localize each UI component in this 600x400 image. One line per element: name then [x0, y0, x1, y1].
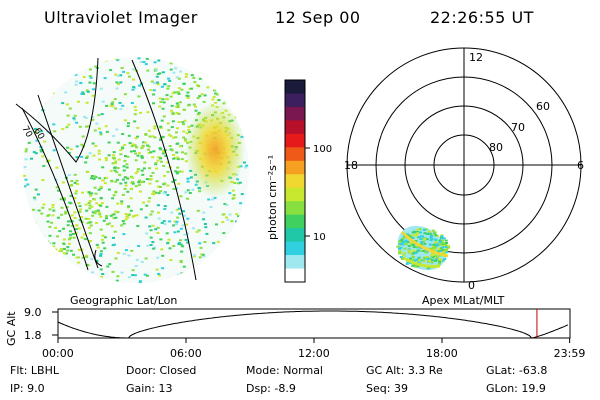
date-label: 12 Sep 00 [275, 8, 361, 27]
alt-tick-9: 9.0 [24, 306, 42, 319]
colorbar-swatch [285, 268, 305, 283]
status-gain: Gain: 13 [126, 382, 173, 395]
colorbar-swatch [285, 228, 305, 243]
status-glat: GLat: -63.8 [486, 364, 548, 377]
status-filter: Flt: LBHL [10, 364, 59, 377]
colorbar-swatch [285, 106, 305, 121]
status-glon: GLon: 19.9 [486, 382, 546, 395]
colorbar-swatch [285, 80, 305, 94]
colorbar-swatch [285, 93, 305, 108]
dayglow-region [185, 102, 245, 198]
coastline [94, 249, 103, 267]
colorbar-swatch [285, 120, 305, 135]
colorbar-swatch [285, 160, 305, 175]
status-door: Door: Closed [126, 364, 197, 377]
mlt-label-0: 0 [468, 279, 475, 292]
colorbar-swatch [285, 255, 305, 270]
colorbar-tick-10: 10 [313, 232, 326, 243]
status-seq: Seq: 39 [366, 382, 408, 395]
status-mode: Mode: Normal [246, 364, 323, 377]
status-dsp: Dsp: -8.9 [246, 382, 296, 395]
alt-x-tick-label: 18:00 [426, 347, 458, 360]
colorbar-swatch [285, 174, 305, 189]
polar-panel-label: Apex MLat/MLT [422, 294, 505, 307]
longitude-line [131, 59, 197, 281]
time-label: 22:26:55 UT [430, 8, 534, 27]
coastline [15, 57, 99, 163]
colorbar-swatch [285, 147, 305, 162]
mlt-label-12: 12 [469, 51, 483, 64]
lat-label-80: 80 [489, 141, 503, 154]
lat-label-70: 70 [511, 121, 525, 134]
alt-x-tick-label: 06:00 [170, 347, 202, 360]
colorbar-swatch [285, 241, 305, 256]
colorbar-swatch [285, 133, 305, 148]
alt-x-tick-label: 23:59 [554, 347, 586, 360]
colorbar-tick-100: 100 [313, 144, 332, 155]
alt-axis-title: GC Alt [5, 311, 18, 346]
status-gc-alt: GC Alt: 3.3 Re [366, 364, 443, 377]
alt-x-tick-label: 12:00 [298, 347, 330, 360]
geographic-panel-label: Geographic Lat/Lon [70, 294, 178, 307]
mlt-label-6: 6 [577, 159, 584, 172]
auroral-oval [396, 225, 451, 271]
altitude-curve [57, 310, 569, 339]
colorbar-unit-label: photon cm⁻²s⁻¹ [266, 155, 279, 240]
alt-x-tick-label: 00:00 [42, 347, 74, 360]
lat-label-60: 60 [536, 100, 550, 113]
status-ip: IP: 9.0 [10, 382, 45, 395]
longitude-line [21, 107, 89, 271]
colorbar-swatch [285, 214, 305, 229]
alt-tick-1-8: 1.8 [24, 329, 42, 342]
mlt-label-18: 18 [344, 159, 358, 172]
instrument-title: Ultraviolet Imager [44, 8, 198, 27]
longitude-line [37, 94, 99, 269]
colorbar-swatch [285, 201, 305, 216]
colorbar-swatch [285, 187, 305, 202]
